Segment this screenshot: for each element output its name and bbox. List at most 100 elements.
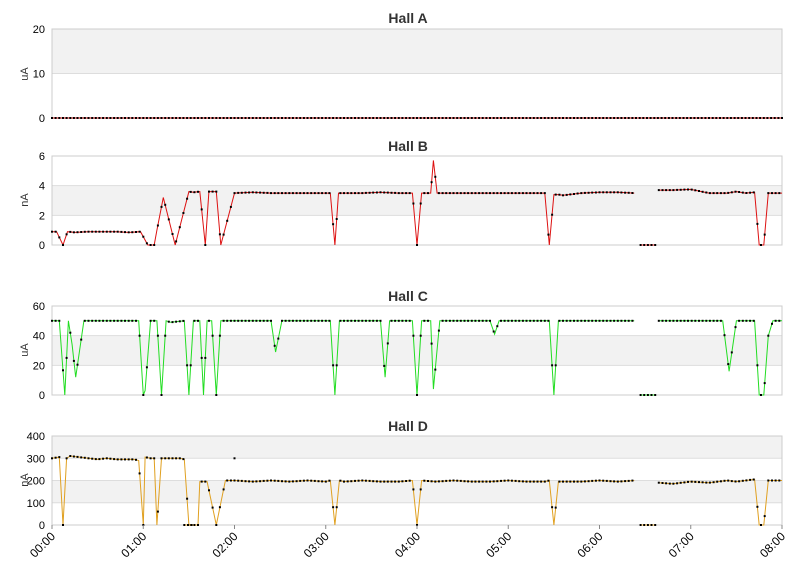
data-point [478,192,481,195]
data-point [654,524,657,526]
data-point [419,334,422,337]
data-point [763,382,766,385]
data-point [321,117,324,119]
data-point [397,192,400,195]
data-point [657,319,660,322]
x-tick-label: 07:00 [666,529,697,560]
data-point [467,117,470,119]
data-point [383,117,386,119]
data-point [740,117,743,119]
data-point [215,524,218,526]
data-point [416,117,418,119]
data-point [208,190,210,193]
data-point [116,458,119,461]
data-point [76,455,79,458]
data-point [317,192,320,195]
data-point [434,368,437,371]
data-point [760,524,762,526]
data-point [237,191,240,194]
data-point [54,230,57,233]
data-point [646,244,649,246]
data-point [760,394,762,396]
data-point [270,192,272,195]
data-point [346,192,349,195]
data-point [255,319,258,322]
data-point [616,117,619,119]
data-point [507,319,510,322]
data-point [350,319,353,322]
data-point [204,244,207,246]
data-point [580,480,583,483]
data-point [357,192,360,195]
data-point [778,319,781,322]
data-point [306,319,309,322]
data-point [774,319,777,322]
data-point [737,117,740,119]
data-point [94,458,97,461]
data-point [116,230,119,233]
data-point [773,117,776,119]
data-point [683,188,686,191]
data-point [562,194,564,197]
data-point [167,218,170,221]
data-point [76,231,79,234]
data-point [525,192,528,195]
data-point [105,117,108,119]
data-point [266,319,269,322]
data-point [270,479,272,482]
data-point [719,480,722,483]
data-point [218,233,221,236]
data-point [492,480,495,483]
data-point [208,319,210,322]
data-point [605,479,608,482]
data-point [240,319,243,322]
data-point [229,117,232,119]
data-point [500,319,502,322]
data-point [573,319,575,322]
data-point [394,117,397,119]
data-point [665,189,668,192]
panel-title: Hall D [388,418,428,434]
data-point [760,244,762,246]
data-point [109,117,112,119]
data-point [83,319,86,322]
data-point [255,480,258,483]
data-point [719,319,722,322]
panel-hall-c: Hall C uA 0 20 40 60 [19,288,783,402]
data-point [131,231,134,234]
data-point [200,208,203,211]
data-point [131,117,134,119]
data-point [350,117,353,119]
data-point [646,394,649,396]
panel-hall-b: Hall B nA 0 2 4 6 [19,138,783,252]
data-point [745,192,748,194]
data-point [87,230,90,233]
y-tick-label: 40 [33,331,45,343]
data-point [390,117,393,119]
data-point [605,117,608,119]
data-point [613,480,616,483]
data-point [650,394,653,396]
data-point [569,480,572,483]
data-point [738,319,741,322]
data-point [200,117,203,119]
data-point [138,117,141,119]
data-point [156,224,159,227]
data-point [609,117,612,119]
data-point [211,117,214,119]
data-point [109,230,112,233]
data-point [708,481,711,484]
data-point [510,319,513,322]
data-point [350,192,353,195]
data-point [401,117,404,119]
data-point [521,117,524,119]
data-point [456,319,459,322]
data-point [752,191,755,194]
data-point [299,192,302,195]
data-point [266,117,269,119]
data-point [135,117,137,119]
data-point [598,479,601,482]
data-point [437,329,440,332]
data-point [543,192,546,195]
data-point [694,319,697,322]
